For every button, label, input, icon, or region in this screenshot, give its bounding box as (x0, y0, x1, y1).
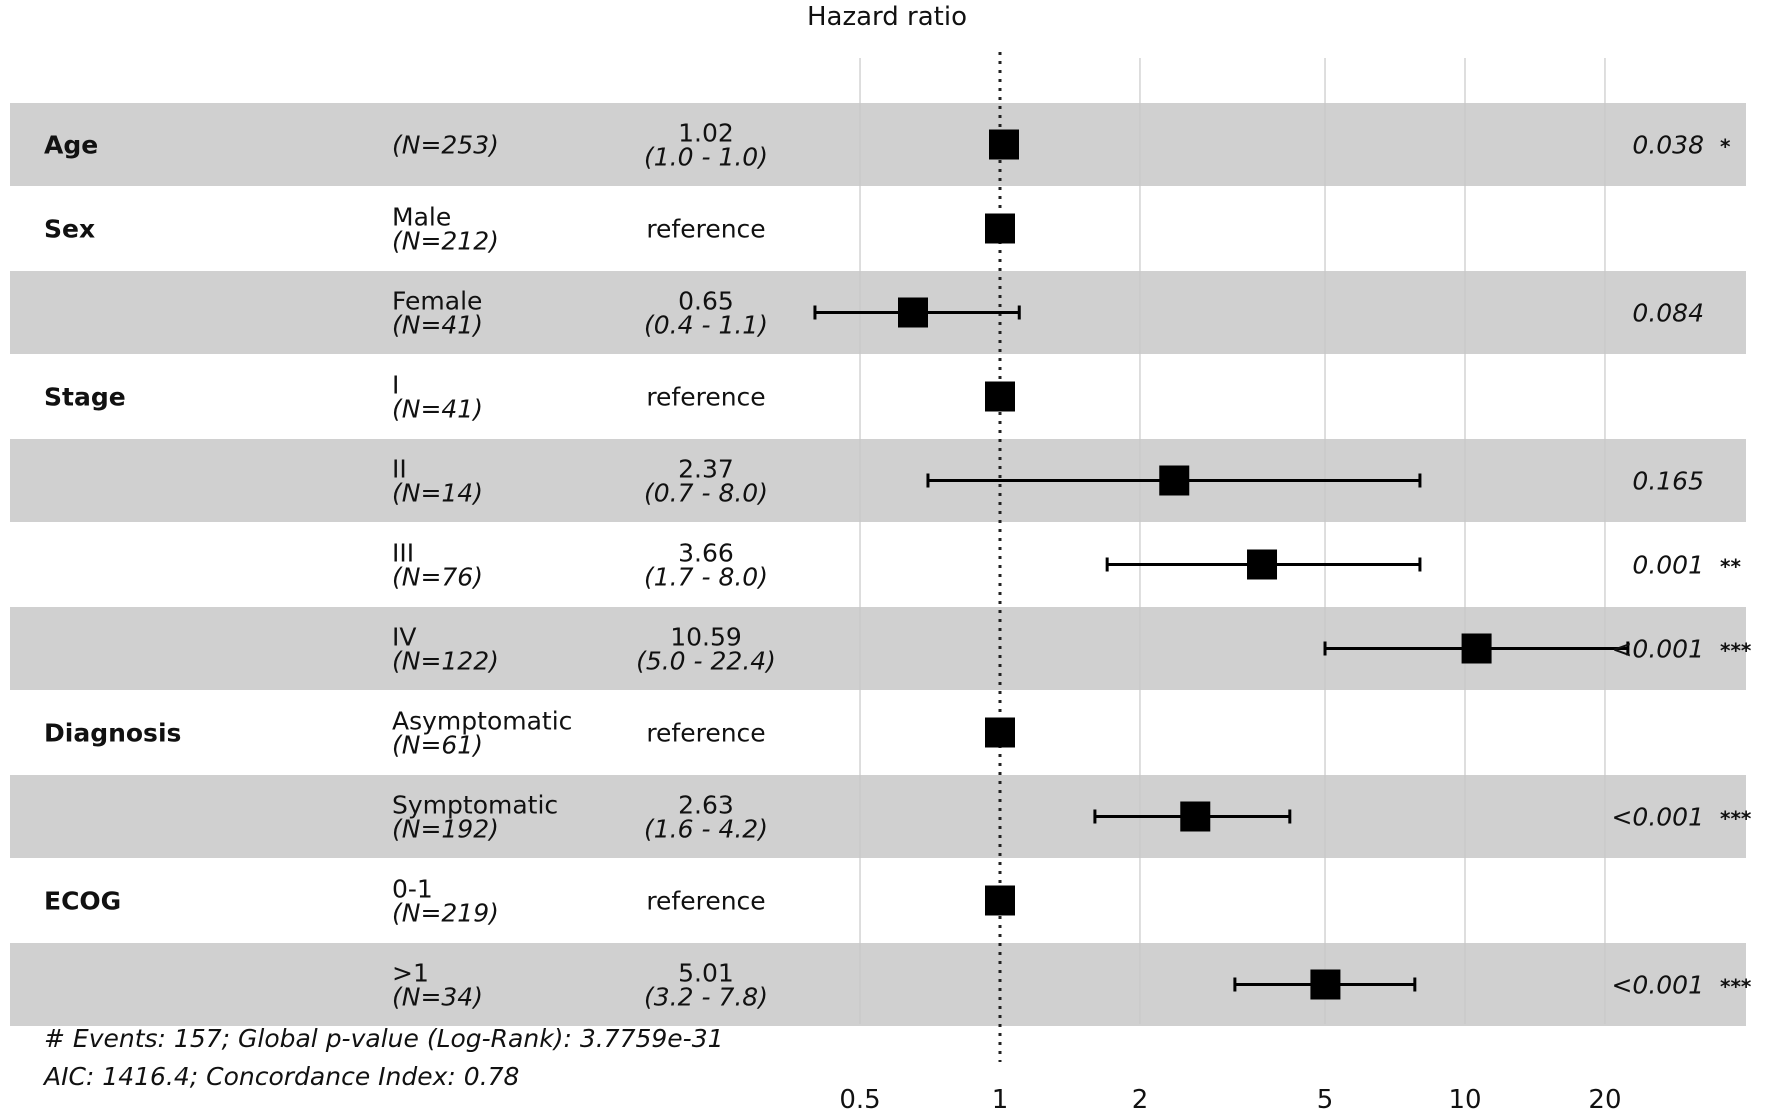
n-label: (N=14) (392, 479, 483, 508)
x-axis-ticks: 0.5 1 2 5 10 20 (839, 1085, 1621, 1115)
significance-stars: *** (1720, 807, 1752, 831)
ci-label: (5.0 - 22.4) (636, 647, 776, 676)
x-tick-label: 5 (1317, 1085, 1334, 1115)
row-band (10, 103, 1746, 186)
row-band (10, 775, 1746, 858)
estimate-label: reference (646, 887, 765, 916)
hazard-ratio-point (985, 213, 1015, 244)
row-band (10, 439, 1746, 522)
significance-stars: * (1720, 135, 1731, 159)
estimate-label: 5.01 (678, 959, 734, 988)
n-label: (N=41) (392, 395, 483, 424)
significance-stars: *** (1720, 975, 1752, 999)
n-label: (N=61) (392, 731, 483, 760)
grid-lines (859, 58, 1606, 1024)
variable-label: Diagnosis (44, 719, 181, 748)
estimate-label: reference (646, 215, 765, 244)
level-label: Symptomatic (392, 791, 558, 820)
hazard-ratio-point (1310, 969, 1341, 1000)
variable-label: Stage (44, 383, 126, 412)
estimate-label: reference (646, 719, 765, 748)
significance-stars: ** (1720, 555, 1741, 579)
estimate-label: 2.63 (678, 791, 734, 820)
hazard-ratio-point (985, 885, 1015, 916)
estimate-label: 3.66 (678, 539, 734, 568)
x-tick-label: 10 (1448, 1085, 1481, 1115)
variable-label: Age (44, 131, 98, 160)
level-label: Female (392, 287, 482, 316)
x-tick-label: 0.5 (839, 1085, 880, 1115)
n-label: (N=41) (392, 311, 483, 340)
n-label: (N=76) (392, 563, 483, 592)
hazard-ratio-point (988, 129, 1019, 160)
level-label: III (392, 539, 414, 568)
p-value-label: <0.001 (1611, 803, 1704, 832)
hazard-ratio-point (985, 717, 1015, 748)
hazard-ratio-marks (813, 129, 1630, 1000)
footer-aic-line: AIC: 1416.4; Concordance Index: 0.78 (44, 1062, 520, 1091)
estimate-label: 0.65 (678, 287, 734, 316)
n-label: (N=122) (392, 647, 499, 676)
p-value-label: <0.001 (1611, 635, 1704, 664)
row-labels: Age (N=253) 1.02(1.0 - 1.0) 0.038 *Sex Male(N… (44, 119, 1752, 1012)
variable-label: ECOG (44, 887, 121, 916)
ci-label: (0.4 - 1.1) (644, 311, 768, 340)
model-summary: # Events: 157; Global p-value (Log-Rank)… (44, 1020, 724, 1096)
n-label: (N=192) (392, 815, 499, 844)
level-label: >1 (392, 959, 429, 988)
hazard-ratio-point (1247, 549, 1278, 580)
estimate-label: 2.37 (678, 455, 734, 484)
n-label: (N=219) (392, 899, 499, 928)
p-value-label: 0.038 (1632, 131, 1704, 160)
ci-label: (1.7 - 8.0) (644, 563, 768, 592)
ci-label: (1.6 - 4.2) (644, 815, 768, 844)
level-label: Male (392, 203, 451, 232)
hazard-ratio-point (898, 297, 929, 328)
ci-label: (3.2 - 7.8) (644, 983, 768, 1012)
hazard-ratio-point (1159, 465, 1190, 496)
p-value-label: 0.001 (1632, 551, 1704, 580)
level-label: 0-1 (392, 875, 433, 904)
estimate-label: reference (646, 383, 765, 412)
p-value-label: <0.001 (1611, 971, 1704, 1000)
row-band (10, 943, 1746, 1026)
hazard-ratio-point (1461, 633, 1492, 664)
hazard-ratio-point (1180, 801, 1211, 832)
significance-stars: *** (1720, 639, 1752, 663)
row-shading (10, 103, 1746, 1026)
ci-label: (0.7 - 8.0) (644, 479, 768, 508)
hazard-ratio-point (985, 381, 1015, 412)
n-label: (N=212) (392, 227, 499, 256)
estimate-label: 10.59 (670, 623, 742, 652)
x-tick-label: 2 (1132, 1085, 1149, 1115)
footer-events-line: # Events: 157; Global p-value (Log-Rank)… (44, 1024, 724, 1053)
x-tick-label: 1 (992, 1085, 1009, 1115)
chart-title: Hazard ratio (806, 2, 967, 32)
p-value-label: 0.165 (1632, 467, 1704, 496)
x-tick-label: 20 (1588, 1085, 1621, 1115)
level-label: Asymptomatic (392, 707, 572, 736)
level-label: II (392, 455, 407, 484)
p-value-label: 0.084 (1632, 299, 1704, 328)
ci-label: (1.0 - 1.0) (644, 143, 768, 172)
n-label: (N=253) (392, 131, 499, 160)
level-label: I (392, 371, 399, 400)
level-label: IV (392, 623, 416, 652)
variable-label: Sex (44, 215, 95, 244)
estimate-label: 1.02 (678, 119, 734, 148)
n-label: (N=34) (392, 983, 483, 1012)
